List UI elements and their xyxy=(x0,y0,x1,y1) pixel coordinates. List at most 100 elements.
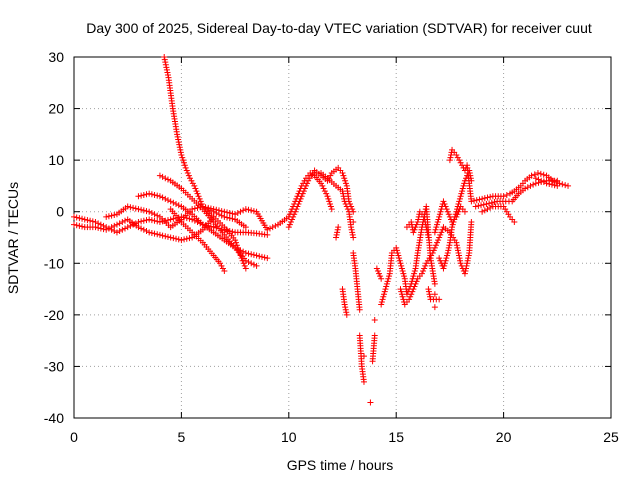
data-point xyxy=(197,198,204,205)
data-point xyxy=(443,206,450,213)
data-point xyxy=(487,193,494,200)
data-point xyxy=(393,247,400,254)
data-point xyxy=(461,180,468,187)
data-point xyxy=(454,154,461,161)
data-point xyxy=(411,226,418,233)
y-tick-label: 10 xyxy=(48,152,64,168)
data-point xyxy=(554,182,561,189)
data-point xyxy=(455,200,462,207)
data-point xyxy=(378,301,385,308)
data-point xyxy=(92,224,99,231)
data-point xyxy=(373,265,380,272)
data-point xyxy=(462,268,469,275)
data-point xyxy=(394,249,401,256)
data-point xyxy=(295,200,302,207)
data-point xyxy=(159,232,166,239)
data-point xyxy=(236,249,243,256)
data-point xyxy=(410,273,417,280)
data-point xyxy=(481,207,488,214)
data-point xyxy=(451,213,458,220)
data-point xyxy=(180,157,187,164)
data-point xyxy=(242,206,249,213)
data-point xyxy=(472,203,479,210)
data-point xyxy=(140,226,147,233)
data-point xyxy=(449,224,456,231)
data-point xyxy=(264,255,271,262)
data-point xyxy=(175,139,182,146)
data-point xyxy=(224,209,231,216)
data-point xyxy=(483,200,490,207)
data-point xyxy=(441,262,448,269)
data-point xyxy=(138,218,145,225)
data-point xyxy=(446,213,453,220)
data-point xyxy=(441,260,448,267)
data-point xyxy=(433,224,440,231)
data-point xyxy=(218,262,225,269)
data-point xyxy=(127,204,134,211)
data-point xyxy=(422,221,429,228)
data-point xyxy=(148,229,155,236)
data-point xyxy=(415,213,422,220)
data-point xyxy=(465,252,472,259)
data-point xyxy=(349,231,356,238)
data-point xyxy=(488,199,495,206)
data-point xyxy=(219,265,226,272)
data-point xyxy=(396,257,403,264)
data-point xyxy=(456,195,463,202)
data-point xyxy=(459,185,466,192)
data-point xyxy=(140,217,147,224)
data-point xyxy=(484,194,491,201)
data-point xyxy=(242,265,249,272)
data-point xyxy=(377,273,384,280)
data-point xyxy=(233,242,240,249)
data-point xyxy=(434,239,441,246)
x-tick-label: 0 xyxy=(70,429,78,445)
data-point xyxy=(261,254,268,261)
data-point xyxy=(250,261,257,268)
data-point xyxy=(511,219,518,226)
data-point xyxy=(111,211,118,218)
data-point xyxy=(124,224,131,231)
data-point xyxy=(258,253,265,260)
data-point xyxy=(191,205,198,212)
data-point xyxy=(437,231,444,238)
data-point xyxy=(198,200,205,207)
data-point xyxy=(406,296,413,303)
data-point xyxy=(411,268,418,275)
data-point xyxy=(164,176,171,183)
data-point xyxy=(221,213,228,220)
data-point xyxy=(183,215,190,222)
data-point xyxy=(184,170,191,177)
data-point xyxy=(161,56,168,63)
data-point xyxy=(430,247,437,254)
data-point xyxy=(411,283,418,290)
data-point xyxy=(551,182,558,189)
data-point xyxy=(342,200,349,207)
data-point xyxy=(154,192,161,199)
data-point xyxy=(327,200,334,207)
data-point xyxy=(248,260,255,267)
data-point xyxy=(218,208,225,215)
data-point xyxy=(444,252,451,259)
data-point xyxy=(468,198,475,205)
y-tick-label: -10 xyxy=(44,255,64,271)
data-point xyxy=(135,219,142,226)
data-point xyxy=(360,378,367,385)
x-axis-label: GPS time / hours xyxy=(287,457,394,473)
data-point xyxy=(413,278,420,285)
data-point xyxy=(239,257,246,264)
y-tick-label: -30 xyxy=(44,358,64,374)
data-point xyxy=(302,182,309,189)
data-point xyxy=(538,177,545,184)
data-point xyxy=(401,273,408,280)
data-point xyxy=(468,219,475,226)
data-point xyxy=(479,195,486,202)
data-point xyxy=(143,208,150,215)
data-point xyxy=(431,244,438,251)
data-point xyxy=(537,170,544,177)
data-point xyxy=(84,217,91,224)
data-point xyxy=(111,222,118,229)
data-point xyxy=(461,270,468,277)
data-point xyxy=(328,206,335,213)
